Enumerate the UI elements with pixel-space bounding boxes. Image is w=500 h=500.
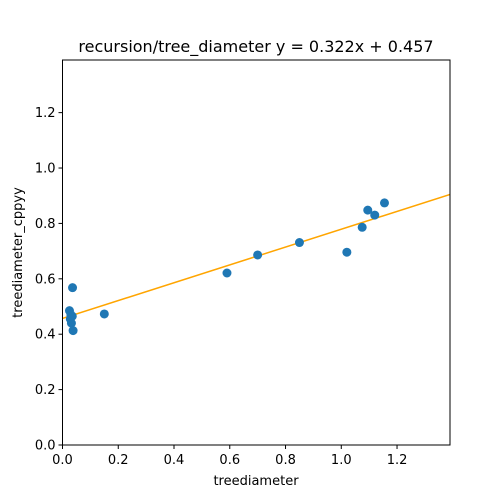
data-point-14 bbox=[370, 210, 380, 220]
data-point-15 bbox=[379, 198, 389, 208]
data-point-4 bbox=[67, 311, 77, 321]
x-tick-label-5: 1.0 bbox=[331, 453, 352, 468]
x-tick-label-2: 0.4 bbox=[164, 453, 185, 468]
data-point-9 bbox=[253, 250, 263, 260]
x-tick-label-4: 0.8 bbox=[275, 453, 296, 468]
chart-title: recursion/tree_diameter y = 0.322x + 0.4… bbox=[78, 37, 433, 57]
y-axis-label: treediameter_cppyy bbox=[11, 187, 26, 318]
y-tick-label-4: 0.8 bbox=[35, 217, 56, 232]
data-point-7 bbox=[99, 309, 109, 319]
data-point-6 bbox=[68, 326, 78, 336]
x-axis: 0.0 0.2 0.4 0.6 0.8 1.0 1.2 bbox=[52, 445, 407, 468]
data-point-5 bbox=[68, 283, 78, 293]
data-point-3 bbox=[66, 318, 76, 328]
plot-area bbox=[62, 193, 450, 336]
x-tick-label-1: 0.2 bbox=[108, 453, 129, 468]
data-point-10 bbox=[294, 238, 304, 248]
x-tick-label-0: 0.0 bbox=[52, 453, 73, 468]
y-tick-label-6: 1.2 bbox=[35, 106, 56, 121]
x-tick-label-6: 1.2 bbox=[387, 453, 408, 468]
y-tick-label-1: 0.2 bbox=[35, 383, 56, 398]
x-axis-label: treediameter bbox=[213, 474, 299, 489]
y-tick-label-2: 0.4 bbox=[35, 328, 56, 343]
data-point-13 bbox=[363, 205, 373, 215]
y-tick-label-5: 1.0 bbox=[35, 162, 56, 177]
plot-frame bbox=[62, 59, 451, 446]
data-point-11 bbox=[342, 247, 352, 257]
y-tick-label-0: 0.0 bbox=[35, 439, 56, 454]
data-point-12 bbox=[357, 222, 367, 232]
x-tick-label-3: 0.6 bbox=[219, 453, 240, 468]
y-tick-label-3: 0.6 bbox=[35, 272, 56, 287]
y-axis: 0.0 0.2 0.4 0.6 0.8 1.0 1.2 bbox=[35, 106, 63, 454]
data-point-8 bbox=[222, 268, 232, 278]
